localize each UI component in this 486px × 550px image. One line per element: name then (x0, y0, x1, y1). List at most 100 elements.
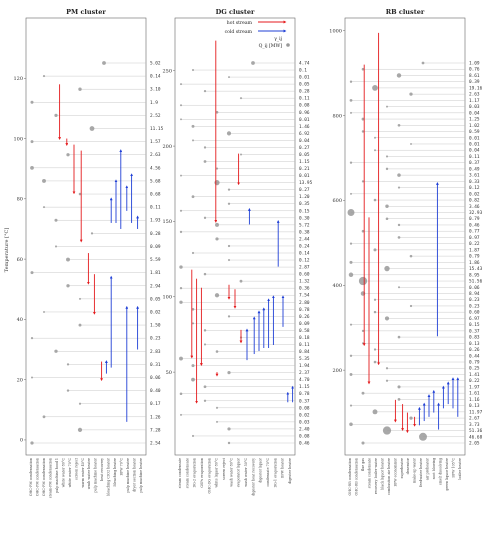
q-marker (30, 165, 34, 170)
q-marker (179, 300, 183, 304)
stream-name-label: GSPs evaporation (200, 457, 204, 488)
legend-gamma-label: γ_ij (274, 36, 282, 42)
q-marker (215, 110, 219, 114)
q-value: 0.39 (469, 79, 480, 85)
q-value: 0.25 (469, 366, 480, 372)
y-tick-label: 120 (13, 76, 23, 82)
q-marker (361, 441, 365, 445)
stream-name-label: digester heater (288, 458, 292, 484)
q-marker (227, 427, 231, 431)
stream-name-label: recovery boiler water (374, 458, 378, 495)
q-marker (215, 167, 219, 170)
stream-name-label: white water 70°C (68, 458, 72, 488)
q-value: 2.63 (469, 92, 480, 98)
q-value: 1.9 (150, 100, 158, 106)
q-marker (214, 180, 220, 186)
q-value: 0.76 (469, 67, 480, 73)
q-marker (228, 76, 230, 79)
q-value: 2.37 (299, 370, 310, 376)
q-value: 0.79 (469, 254, 480, 260)
q-value: 0.33 (469, 179, 480, 185)
q-value: 0.06 (469, 285, 480, 291)
q-marker (350, 192, 352, 195)
q-marker (374, 136, 376, 139)
q-marker (203, 146, 207, 149)
q-value: 0.44 (469, 353, 480, 359)
q-marker (30, 441, 34, 445)
q-value: 0.17 (150, 401, 161, 407)
q-value: 0.09 (299, 321, 310, 327)
q-value: 0.78 (299, 307, 310, 313)
q-marker (179, 83, 183, 86)
y-tick-label: 100 (13, 136, 23, 142)
q-value: 0.08 (299, 433, 310, 439)
q-marker (227, 244, 231, 248)
q-value: 1.61 (469, 391, 480, 397)
q-marker (349, 323, 353, 326)
q-value: 0.08 (299, 103, 310, 109)
y-axis-label: Temperature [°C] (4, 228, 10, 273)
q-marker (203, 90, 207, 93)
q-value: 0.37 (469, 328, 480, 334)
q-value: 0.37 (299, 398, 310, 404)
q-value: 0.01 (299, 173, 310, 179)
q-value: 1.94 (299, 363, 310, 369)
q-value: 3.10 (150, 87, 161, 93)
q-value: 0.11 (299, 342, 310, 348)
q-value: 0.31 (150, 362, 161, 368)
q-value: 5.72 (299, 222, 310, 228)
q-marker (397, 236, 401, 239)
y-tick-label: 250 (162, 68, 172, 74)
q-marker (358, 276, 368, 286)
q-marker (421, 61, 425, 65)
q-marker (215, 350, 219, 353)
q-value: 1.09 (469, 61, 480, 67)
q-value: 0.83 (469, 335, 480, 341)
q-value: 0.60 (299, 272, 310, 278)
q-marker (227, 188, 231, 191)
q-marker (66, 363, 70, 366)
q-marker (226, 131, 232, 136)
q-marker (191, 251, 195, 255)
q-marker (203, 216, 207, 219)
stream-name-label: deaerator (406, 458, 410, 475)
q-value: 0.11 (299, 96, 310, 102)
q-marker (361, 329, 365, 333)
q-marker (361, 342, 365, 345)
q-value: 1.46 (299, 124, 310, 130)
q-marker (54, 113, 58, 118)
stream-name-label: BFW 70°C (120, 458, 124, 476)
q-value: 7.28 (150, 427, 161, 433)
q-value: 0.37 (469, 160, 480, 166)
q-marker (385, 367, 389, 370)
q-value: 51.56 (469, 279, 483, 285)
q-value: 0.30 (299, 215, 310, 221)
stream-name-label: digester heat recovery (251, 458, 255, 496)
q-value: 0.18 (299, 335, 310, 341)
q-value: 0.11 (469, 154, 480, 160)
q-value: 0.14 (299, 251, 310, 257)
stream-name-label: Bleaching heater (113, 458, 117, 487)
q-value: 2.63 (150, 152, 161, 158)
q-value: 0.01 (299, 117, 310, 123)
q-marker (349, 161, 353, 164)
q-marker (349, 242, 353, 245)
q-value: 0.35 (299, 201, 310, 207)
q-value: 1.41 (469, 372, 480, 378)
q-marker (203, 160, 207, 163)
q-value: 0.23 (150, 336, 161, 342)
q-value: 1.81 (150, 270, 161, 276)
q-value: 1.86 (469, 260, 480, 266)
q-marker (239, 153, 243, 156)
q-value: 5.59 (150, 257, 161, 263)
q-value: 0.01 (469, 135, 480, 141)
q-value: 0.06 (150, 375, 161, 381)
q-marker (396, 73, 402, 78)
stream-name-label: pulp machine heater (126, 458, 130, 493)
q-marker (215, 237, 219, 241)
stream-name-label: heat recovery (100, 458, 104, 481)
q-value: 0.68 (150, 192, 161, 198)
q-value: 0.22 (469, 241, 480, 247)
q-marker (54, 245, 58, 248)
q-value: 6.92 (299, 131, 310, 137)
